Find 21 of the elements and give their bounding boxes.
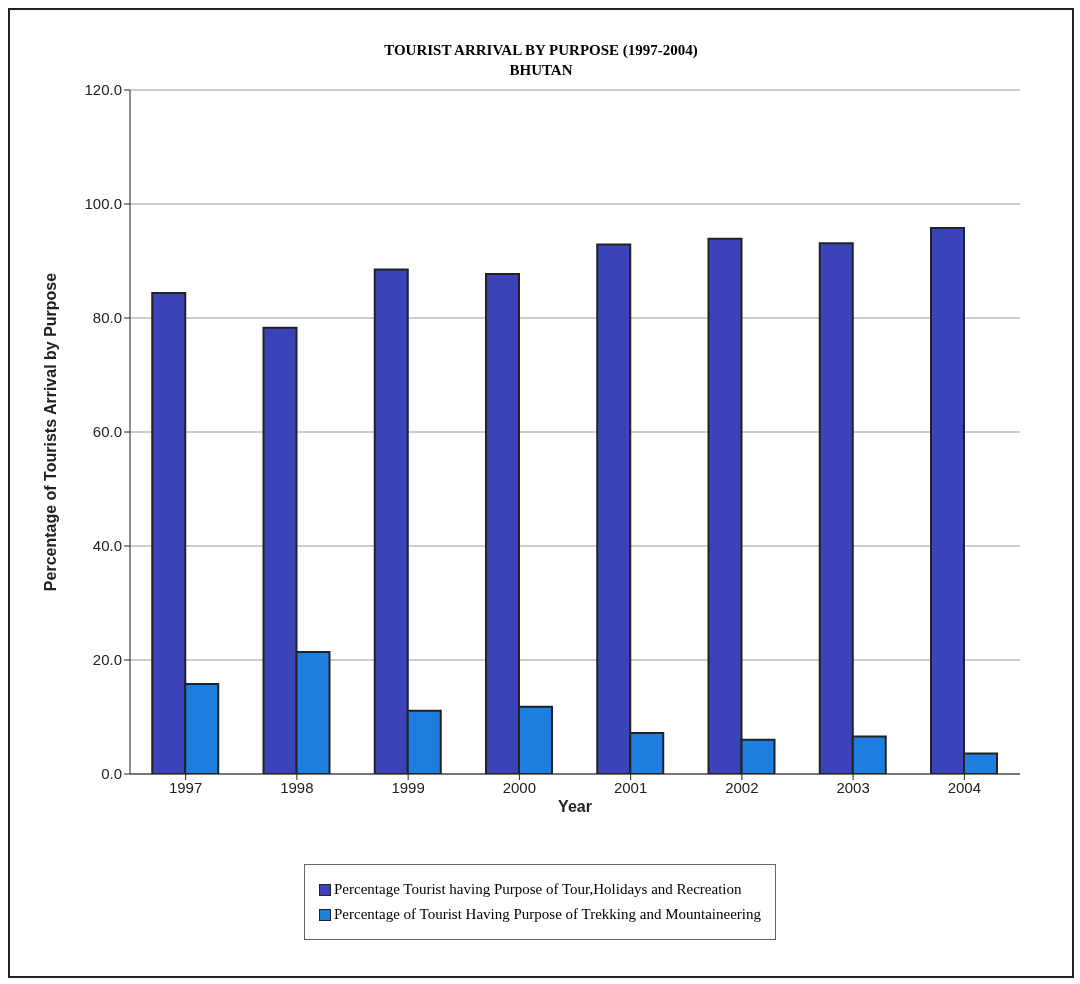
- y-axis-title: Percentage of Tourists Arrival by Purpose: [41, 272, 59, 592]
- y-tick-label: 80.0: [92, 309, 122, 327]
- y-tick-label: 60.0: [92, 423, 122, 441]
- y-tick-label: 100.0: [84, 195, 122, 213]
- chart-subtitle: BHUTAN: [508, 61, 574, 80]
- legend-label: Percentage Tourist having Purpose of Tour,Holidays and Recreation: [334, 881, 742, 898]
- chart-title: TOURIST ARRIVAL BY PURPOSE (1997-2004): [383, 41, 699, 60]
- x-tick-label: 1998: [280, 778, 314, 796]
- y-tick-label: 40.0: [92, 537, 122, 555]
- legend-label: Percentage of Tourist Having Purpose of Trekking and Mountaineering: [334, 906, 761, 923]
- y-tick-label: 120.0: [84, 81, 122, 99]
- x-tick-label: 2002: [725, 778, 759, 796]
- x-tick-label: 2001: [613, 778, 648, 796]
- x-tick-label: 1997: [168, 778, 203, 796]
- y-tick-label: 20.0: [92, 651, 122, 669]
- y-tick-label: 0.0: [101, 765, 122, 783]
- x-tick-label: 2004: [947, 778, 982, 796]
- x-tick-label: 2000: [502, 778, 537, 796]
- x-tick-label: 2003: [836, 778, 870, 796]
- x-tick-label: 1999: [391, 778, 425, 796]
- x-axis-title: Year: [558, 798, 592, 815]
